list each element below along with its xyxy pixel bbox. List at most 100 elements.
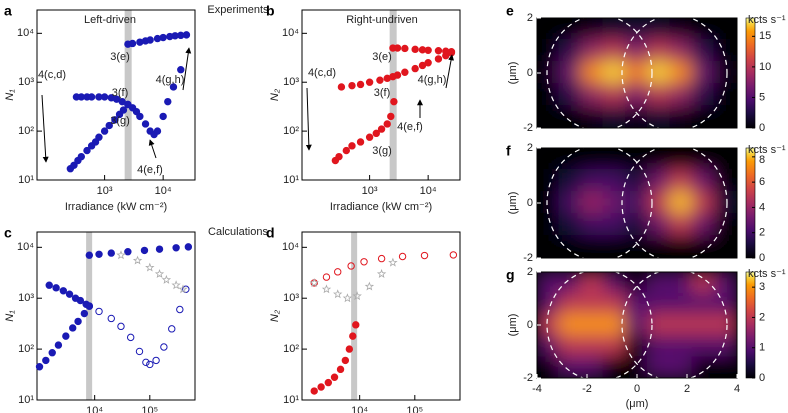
heatmap-cell bbox=[691, 39, 716, 63]
heatmap-cell bbox=[624, 83, 650, 107]
colorbar-tick-label: 8 bbox=[759, 154, 765, 166]
point bbox=[376, 268, 387, 278]
y-tick-label: 10³ bbox=[283, 292, 299, 304]
colorbar-tick-label: 2 bbox=[759, 227, 765, 239]
heatmap-cell bbox=[713, 334, 737, 358]
point bbox=[126, 333, 135, 342]
section-heading: Experiments bbox=[207, 4, 269, 16]
point bbox=[393, 71, 402, 79]
heatmap-cell bbox=[647, 313, 672, 337]
colorbar-tick-label: 0 bbox=[759, 122, 765, 134]
heatmap-cell bbox=[602, 355, 627, 378]
heatmap-cell bbox=[602, 313, 627, 337]
annotation: 3(e) bbox=[372, 51, 392, 63]
point bbox=[145, 262, 155, 272]
arrow bbox=[305, 87, 312, 151]
heatmap-cell bbox=[580, 18, 605, 41]
ring-outline bbox=[546, 272, 653, 378]
heatmap-cell bbox=[580, 235, 605, 258]
ring-outline bbox=[546, 18, 653, 128]
colorbar-tick-label: 3 bbox=[759, 281, 765, 293]
y-tick-label: 10¹ bbox=[283, 174, 299, 186]
colorbar-label: kcts s⁻¹ bbox=[748, 268, 786, 280]
chart-title: Right-undriven bbox=[346, 14, 418, 26]
y-tick-label: 2 bbox=[527, 266, 533, 278]
x-tick-label: 10⁵ bbox=[141, 405, 158, 413]
point bbox=[360, 258, 368, 266]
point bbox=[321, 284, 332, 294]
point bbox=[100, 93, 109, 101]
point bbox=[372, 129, 380, 138]
heatmap-cell bbox=[691, 235, 716, 258]
colorbar-label: kcts s⁻¹ bbox=[748, 144, 786, 156]
point bbox=[347, 262, 355, 270]
point bbox=[155, 245, 164, 253]
point bbox=[85, 251, 94, 259]
plot-frame bbox=[301, 9, 461, 181]
heatmap-cell bbox=[602, 61, 627, 85]
point bbox=[388, 257, 398, 267]
point bbox=[177, 66, 185, 74]
heatmap-cell bbox=[647, 61, 672, 85]
point bbox=[420, 251, 429, 260]
colorbar bbox=[745, 147, 756, 259]
plot-frame bbox=[36, 9, 196, 181]
point bbox=[59, 287, 68, 295]
heatmap-cell bbox=[647, 355, 672, 378]
heatmap-cell bbox=[669, 272, 694, 295]
y-axis-label: N₁ bbox=[4, 310, 16, 322]
y-tick-label: 10³ bbox=[18, 76, 34, 88]
point bbox=[376, 76, 384, 84]
heatmap-cell bbox=[647, 235, 672, 258]
point bbox=[336, 365, 345, 374]
point bbox=[356, 138, 365, 146]
y-tick-label: 10³ bbox=[18, 292, 34, 304]
point bbox=[365, 78, 374, 86]
x-tick-label: 10⁴ bbox=[155, 185, 172, 197]
heatmap-cell bbox=[691, 148, 716, 171]
heatmap-cell bbox=[624, 313, 650, 337]
annotation: 3(f) bbox=[374, 87, 391, 99]
heatmap-cell bbox=[691, 355, 716, 378]
point bbox=[322, 273, 331, 281]
y-axis-label: N₂ bbox=[269, 88, 281, 101]
heatmap-cell bbox=[624, 18, 650, 41]
point bbox=[140, 246, 149, 255]
point bbox=[330, 373, 339, 381]
heatmap-cell bbox=[624, 355, 650, 378]
x-axis-label: Irradiance (kW cm⁻²) bbox=[330, 201, 432, 213]
colorbar-tick-label: 2 bbox=[759, 311, 765, 323]
colorbar-tick-label: 0 bbox=[759, 372, 765, 384]
point bbox=[345, 345, 354, 353]
point bbox=[184, 243, 193, 251]
heatmap-cell bbox=[558, 148, 583, 171]
heatmap-cell bbox=[580, 334, 605, 358]
heatmap-cell bbox=[647, 334, 672, 358]
panel-letter: a bbox=[4, 3, 12, 19]
plot-frame bbox=[36, 231, 196, 401]
point bbox=[111, 116, 119, 124]
y-tick-label: 0 bbox=[527, 197, 533, 209]
heatmap-cell bbox=[624, 148, 650, 171]
heatmap-cell bbox=[558, 18, 583, 41]
heatmap-cell bbox=[669, 105, 694, 128]
colorbar-tick-label: 6 bbox=[759, 176, 765, 188]
point bbox=[337, 83, 346, 91]
heatmap-cell bbox=[602, 213, 627, 237]
y-tick-label: 2 bbox=[527, 12, 533, 24]
heatmap-cell bbox=[580, 272, 605, 295]
heatmap-cell bbox=[647, 39, 672, 63]
heatmap-cell bbox=[669, 313, 694, 337]
point bbox=[70, 161, 78, 169]
heatmap-cells bbox=[537, 148, 737, 258]
point bbox=[309, 277, 319, 287]
annotation: 4(g,h) bbox=[418, 74, 447, 86]
heatmap-cell bbox=[624, 61, 650, 85]
heatmap-cell bbox=[713, 235, 737, 258]
annotation: 4(g,h) bbox=[156, 74, 185, 86]
heatmap-cell bbox=[580, 292, 605, 316]
heatmap-cell bbox=[602, 148, 627, 171]
colorbar bbox=[745, 17, 756, 129]
point bbox=[401, 68, 409, 76]
